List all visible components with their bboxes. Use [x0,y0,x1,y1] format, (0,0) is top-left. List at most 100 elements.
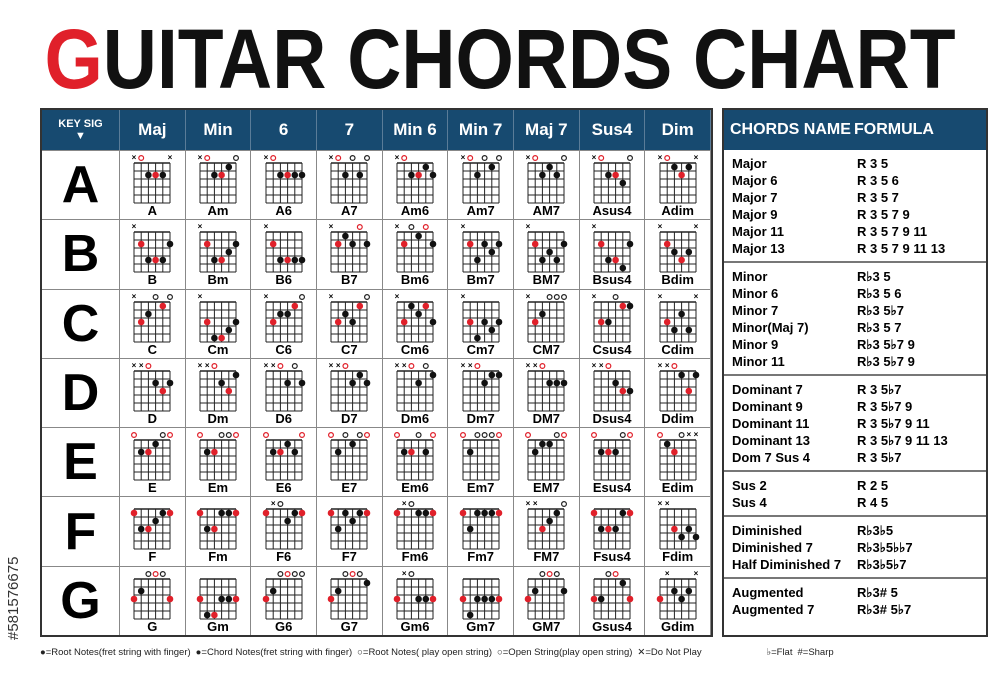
mute-icon: × [657,499,662,508]
chord-cell: GM7 [513,565,580,635]
mute-icon: × [665,361,670,370]
chord-cell: Gm [185,565,252,635]
formula-value: R♭3 5♭7 9 [857,337,915,352]
chord-note-dot [685,326,692,333]
open-string-icon [605,570,612,577]
open-string-icon [269,154,276,162]
chord-diagram: × × [657,292,698,343]
root-note-dot [400,240,408,248]
formula-value: R 3 5 [857,156,889,171]
root-note-dot [408,448,415,456]
open-string-icon [328,432,335,439]
chord-cell: × B [120,219,186,289]
mute-icon: × [132,222,137,231]
chord-diagram: × [263,153,305,204]
chord-cell: × × Edim [645,427,711,497]
root-note-dot [131,510,138,517]
chord-cell: × Cm6 [382,288,449,358]
chord-diagram: × [263,222,305,273]
chord-cell: × F6 [251,496,317,566]
chord-type-name: Minor(Maj 7) [732,320,809,335]
open-string-icon [277,570,284,577]
open-string-icon [466,154,473,162]
mute-icon: × [132,292,137,301]
root-note-dot [619,387,627,395]
chord-diagram [196,508,240,550]
chord-note-dot [619,579,627,587]
chord-note-dot [692,534,699,541]
open-string-icon [612,570,619,577]
mute-icon: × [263,361,268,370]
open-string-icon [474,362,481,369]
chord-name: C6 [275,341,292,357]
root-note-dot [539,526,547,533]
chord-cell: Em [185,427,252,497]
mute-icon: × [168,153,173,162]
root-note-dot [218,171,225,179]
formula-group: Minor R♭3 5 Minor 6 R♭3 5 6 Minor 7 R♭3 5♭7 Mi… [724,263,986,376]
formula-value: R♭3 5♭7 [857,303,904,318]
chord-diagram [196,432,239,481]
chord-note-dot [626,387,634,395]
chord-note-dot [677,371,685,379]
open-string-icon [422,362,429,369]
chord-note-dot [269,587,277,595]
chord-name: Bm [207,272,229,288]
mute-icon: × [526,361,531,370]
root-note-dot [276,448,284,456]
chord-name: Gsus4 [592,618,632,634]
chord-name: G [147,618,158,634]
chord-cell: × Am6 [382,150,449,220]
open-string-icon [138,154,145,162]
root-note-dot [131,595,138,603]
formula-value: R 4 5 [857,495,889,510]
chord-cell: × × Dm7 [448,357,514,428]
chord-note-dot [211,256,218,264]
mute-icon: × [336,361,341,370]
chord-note-dot [429,171,437,179]
chord-note-dot [488,163,495,171]
chord-note-dot [466,611,474,619]
chord-name: C7 [341,341,358,357]
root-note-dot [670,448,678,456]
open-string-icon [554,432,561,439]
chord-note-dot [159,256,167,264]
chord-type-name: Major 13 [732,241,785,256]
open-string-icon [225,432,232,439]
chord-note-dot [225,163,233,171]
key-sig-header: KEY SIG ▼ [42,110,120,150]
formula-row: Major 9 R 3 5 7 9 [732,206,986,223]
chord-name: Em7 [466,480,495,496]
chord-name: Fsus4 [593,549,631,565]
chord-cell: × A6 [251,150,317,220]
formula-row: Minor 9 R♭3 5♭7 9 [732,336,986,353]
key-C: C [42,288,120,358]
root-note-dot [400,318,408,325]
chord-name: E6 [275,480,292,496]
chord-note-dot [480,240,488,248]
chord-note-dot [152,379,160,387]
open-string-icon [349,570,356,577]
open-string-icon [298,432,305,439]
root-note-dot [283,171,291,179]
open-string-icon [131,432,138,439]
chord-name: Csus4 [592,341,632,357]
open-string-icon [167,293,174,300]
chord-note-dot [546,248,554,256]
chord-note-dot [335,448,342,456]
chord-note-dot [225,595,233,603]
chord-diagram [393,432,436,481]
chord-diagram [328,570,371,620]
chord-note-dot [145,310,153,317]
open-string-icon [277,501,284,508]
formula-value: R♭3♭5♭♭7 [857,540,913,555]
chord-name: Fm [208,549,228,565]
root-note-dot [225,387,233,395]
chord-diagram: × [526,153,568,204]
chord-name: Cm7 [466,341,495,357]
formula-value: R 3 5 7 9 11 13 [857,241,946,256]
chord-note-dot [159,171,167,179]
open-string-icon [408,362,415,369]
chord-note-dot [670,163,678,171]
formula-row: Augmented 7 R♭3# 5♭7 [732,601,986,618]
